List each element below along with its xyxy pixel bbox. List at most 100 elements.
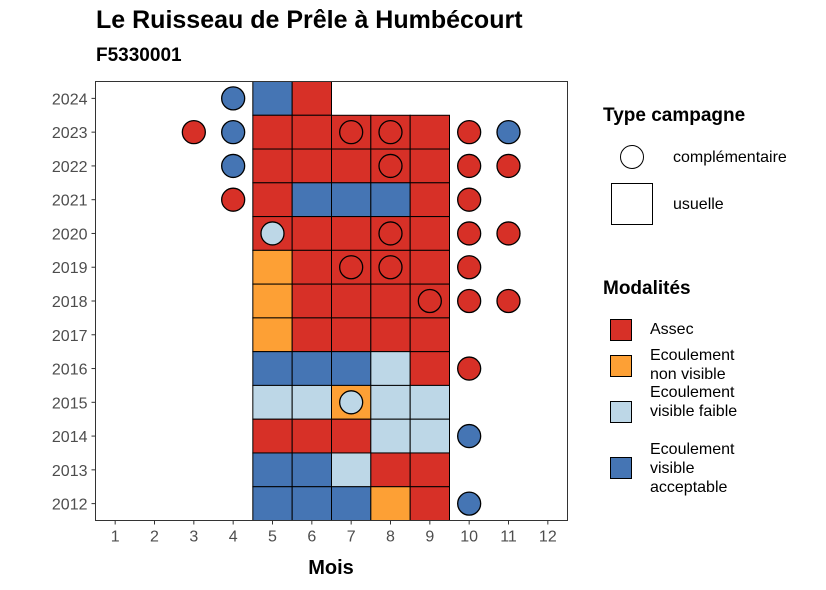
- usuelle-cell: [370, 283, 411, 319]
- usuelle-cell: [291, 418, 332, 454]
- usuelle-cell: [291, 283, 332, 319]
- usuelle-cell: [370, 418, 411, 454]
- complementaire-point: [496, 288, 521, 314]
- x-tick-label: 7: [347, 529, 356, 546]
- usuelle-cell: [370, 486, 411, 522]
- complementaire-point: [496, 153, 521, 179]
- x-tick-label: 3: [189, 529, 198, 546]
- complementaire-point: [457, 423, 482, 449]
- usuelle-cell: [409, 182, 450, 218]
- legend-modalite-label: Ecoulement non visible: [650, 347, 735, 383]
- legend-type-title: Type campagne: [603, 105, 746, 126]
- complementaire-point: [378, 120, 403, 145]
- complementaire-point: [221, 86, 246, 111]
- usuelle-cell: [291, 317, 332, 353]
- legend-circle-key: [620, 145, 644, 169]
- usuelle-cell: [331, 182, 372, 218]
- usuelle-cell: [252, 486, 293, 522]
- x-tick-label: 9: [425, 529, 434, 546]
- usuelle-cell: [331, 351, 372, 386]
- usuelle-cell: [331, 283, 372, 319]
- x-tick-label: 12: [539, 529, 557, 546]
- complementaire-point: [181, 120, 206, 145]
- usuelle-cell: [252, 249, 293, 285]
- axes-layer: 1 2 3 4 5 6 7 8 9 10 11 122012201320142015201620172…: [52, 91, 557, 545]
- chart-subtitle: F5330001: [96, 45, 182, 66]
- usuelle-cell: [409, 249, 450, 285]
- y-tick-label: 2021: [52, 193, 88, 210]
- usuelle-cell: [252, 384, 293, 420]
- usuelle-cell: [252, 182, 293, 218]
- usuelle-cell: [331, 486, 372, 522]
- complementaire-point: [457, 288, 482, 314]
- legend-type-usuelle: usuelle: [606, 183, 806, 225]
- complementaire-point: [221, 153, 246, 179]
- complementaire-point: [378, 255, 403, 280]
- complementaire-point: [457, 120, 482, 145]
- complementaire-point: [339, 255, 364, 280]
- y-tick-label: 2020: [52, 226, 88, 243]
- usuelle-cell: [291, 148, 332, 184]
- legend-square-key: [611, 183, 653, 225]
- usuelle-cell: [291, 384, 332, 420]
- usuelle-cell: [291, 216, 332, 251]
- legend-swatch: [610, 355, 632, 377]
- usuelle-cell: [370, 384, 411, 420]
- usuelle-cell: [291, 182, 332, 218]
- usuelle-cell: [291, 249, 332, 285]
- legend-swatch: [610, 401, 632, 423]
- legend-modalite-faible: Ecoulement visible faible: [606, 383, 806, 443]
- legend-modalites-title: Modalités: [603, 278, 691, 299]
- complementaire-point: [339, 120, 364, 145]
- y-tick-label: 2017: [52, 328, 88, 345]
- usuelle-cell: [291, 486, 332, 522]
- complementaire-point: [260, 221, 285, 246]
- usuelle-cell: [291, 81, 332, 116]
- usuelle-cell: [331, 216, 372, 251]
- y-tick-label: 2012: [52, 497, 88, 514]
- usuelle-cell: [252, 418, 293, 454]
- complementaire-point: [457, 491, 482, 516]
- complementaire-point: [417, 288, 442, 314]
- usuelle-cell: [370, 351, 411, 386]
- usuelle-cell: [409, 418, 450, 454]
- y-tick-label: 2023: [52, 125, 88, 142]
- usuelle-cell: [252, 452, 293, 488]
- usuelle-cell: [370, 452, 411, 488]
- x-tick-label: 1: [111, 529, 120, 546]
- usuelle-cell: [291, 452, 332, 488]
- usuelle-cell: [252, 148, 293, 184]
- usuelle-cell: [370, 182, 411, 218]
- x-tick-label: 5: [268, 529, 277, 546]
- complementaire-point: [339, 390, 364, 415]
- usuelle-cell: [409, 216, 450, 251]
- y-tick-label: 2013: [52, 463, 88, 480]
- usuelle-cell: [409, 317, 450, 353]
- complementaire-point: [457, 356, 482, 381]
- legend-modalite-label: Ecoulement visible acceptable: [650, 441, 735, 496]
- usuelle-cell: [370, 317, 411, 353]
- y-tick-label: 2018: [52, 294, 88, 311]
- usuelle-cell: [409, 351, 450, 386]
- usuelle-cell: [252, 317, 293, 353]
- x-tick-label: 11: [500, 529, 517, 546]
- usuelle-cell: [331, 148, 372, 184]
- legend-type-label: complémentaire: [673, 149, 787, 166]
- complementaire-point: [457, 255, 482, 280]
- legend-modalite-label: Assec: [650, 321, 694, 338]
- y-tick-label: 2022: [52, 159, 88, 176]
- x-tick-label: 2: [150, 529, 159, 546]
- x-tick-label: 10: [460, 529, 478, 546]
- usuelle-cell: [331, 418, 372, 454]
- legend-modalite-assec: Assec: [606, 318, 806, 358]
- usuelle-cells-layer: [252, 81, 450, 522]
- complementaire-point: [496, 120, 521, 145]
- complementaire-point: [378, 153, 403, 179]
- x-axis-label: Mois: [308, 557, 354, 579]
- usuelle-cell: [252, 283, 293, 319]
- complementaire-point: [378, 221, 403, 246]
- y-tick-label: 2024: [52, 91, 88, 108]
- usuelle-cell: [252, 114, 293, 150]
- usuelle-cell: [291, 114, 332, 150]
